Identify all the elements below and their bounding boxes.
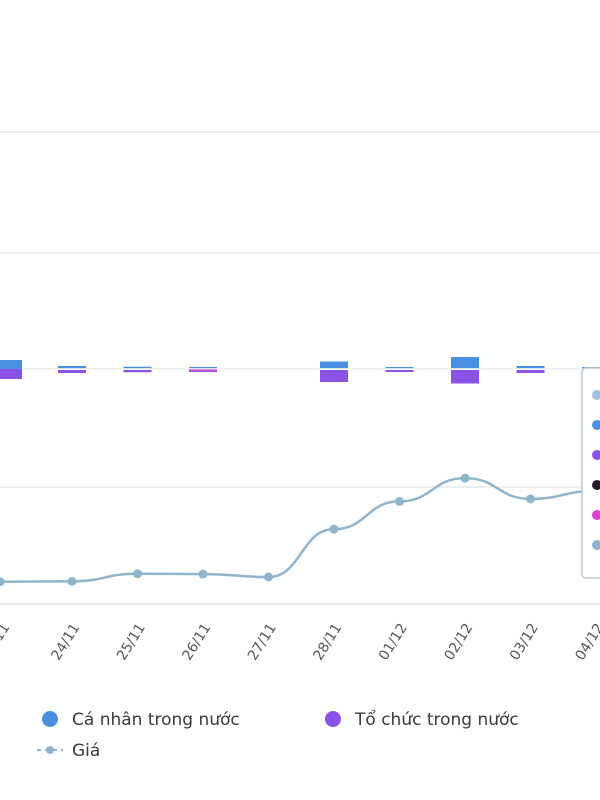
legend-item-ca-nhan[interactable]: Cá nhân trong nước xyxy=(42,710,240,730)
price-line xyxy=(0,476,597,583)
bar-ca-nhan-2 xyxy=(189,367,217,369)
bar-partial-ca-nhan xyxy=(0,360,22,369)
bar-ca-nhan-0 xyxy=(58,366,86,369)
legend-item-to-chuc[interactable]: Tổ chức trong nước xyxy=(325,709,519,730)
x-tick-3: 27/11 xyxy=(245,621,280,664)
legend-label-gia: Giá xyxy=(72,741,100,761)
bar-to-chuc-2 xyxy=(189,370,217,372)
legend-label-ca-nhan: Cá nhân trong nước xyxy=(72,710,240,730)
price-line-layer xyxy=(0,473,600,587)
bar-ca-nhan-5 xyxy=(385,367,414,369)
tooltip-marker-0 xyxy=(592,390,600,400)
tooltip-marker-1 xyxy=(592,420,600,430)
legend-marker-gia-dot xyxy=(46,746,54,754)
bar-to-chuc-5 xyxy=(385,370,414,372)
x-tick-partial: /11 xyxy=(0,621,13,649)
tooltip xyxy=(581,367,600,579)
tooltip-marker-2 xyxy=(592,450,600,460)
price-point-7 xyxy=(460,473,470,483)
bar-to-chuc-7 xyxy=(516,370,545,373)
tooltip-marker-5 xyxy=(592,540,600,550)
bar-partial-to-chuc xyxy=(0,369,22,379)
price-point-2 xyxy=(133,569,142,579)
gridlines xyxy=(0,131,600,605)
price-point-8 xyxy=(526,494,535,504)
bar-ca-nhan-6 xyxy=(451,357,479,369)
price-point-3 xyxy=(198,569,208,579)
legend-item-gia[interactable]: Giá xyxy=(37,741,100,761)
bar-to-chuc-1 xyxy=(123,370,152,373)
x-tick-1: 25/11 xyxy=(114,621,149,664)
tooltip-marker-4 xyxy=(592,510,600,520)
x-tick-7: 03/12 xyxy=(507,621,542,664)
x-tick-8: 04/12 xyxy=(572,621,600,664)
price-point-4 xyxy=(264,572,273,582)
bar-to-chuc-4 xyxy=(320,370,348,382)
legend: Cá nhân trong nước Tổ chức trong nước Gi… xyxy=(37,709,519,761)
x-axis: /11 24/11 25/11 26/11 27/11 28/11 01/12 02/12 03… xyxy=(0,621,600,664)
x-tick-4: 28/11 xyxy=(310,621,345,664)
x-tick-0: 24/11 xyxy=(48,621,83,664)
price-point-6 xyxy=(395,496,404,506)
x-tick-5: 01/12 xyxy=(376,621,411,664)
legend-label-to-chuc: Tổ chức trong nước xyxy=(354,709,519,730)
legend-marker-ca-nhan xyxy=(42,711,58,727)
bar-series-layer xyxy=(0,357,600,384)
x-tick-2: 26/11 xyxy=(179,621,214,664)
bar-to-chuc-0 xyxy=(58,370,86,373)
price-point-1 xyxy=(67,576,77,586)
bar-ca-nhan-7 xyxy=(516,366,545,369)
bar-ca-nhan-4 xyxy=(320,361,348,369)
price-point-5 xyxy=(329,524,339,534)
price-point-0 xyxy=(0,577,5,587)
tooltip-marker-3 xyxy=(592,480,600,490)
bar-ca-nhan-1 xyxy=(123,366,152,369)
bar-to-chuc-6 xyxy=(451,370,479,384)
x-tick-6: 02/12 xyxy=(441,621,476,664)
legend-marker-to-chuc xyxy=(325,711,341,727)
